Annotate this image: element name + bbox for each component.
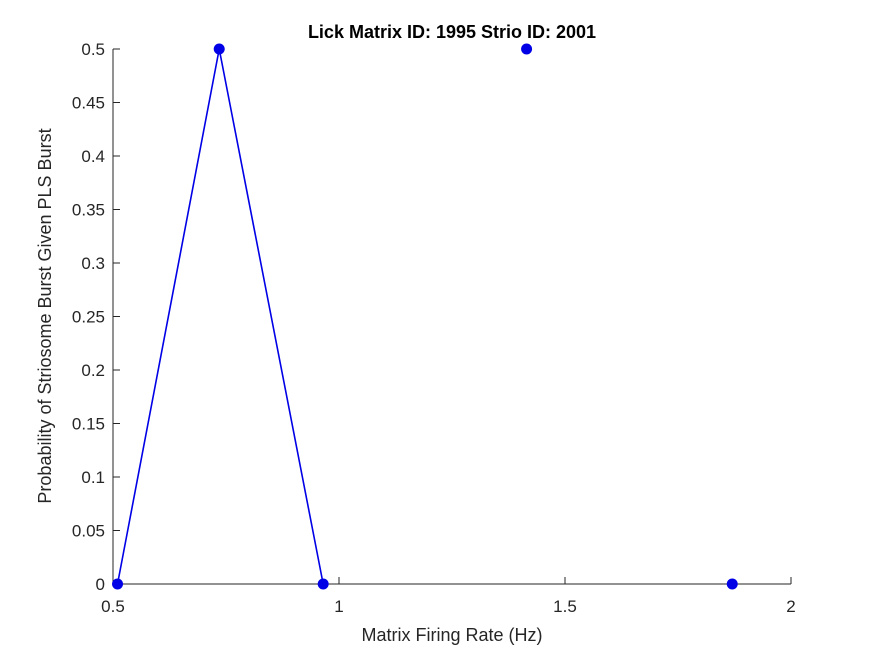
y-tick-label: 0.35 [72, 201, 105, 220]
x-tick-label: 2 [786, 597, 795, 616]
y-tick-label: 0.05 [72, 522, 105, 541]
x-axis-label: Matrix Firing Rate (Hz) [361, 625, 542, 645]
y-tick-label: 0.3 [81, 254, 105, 273]
y-tick-label: 0 [96, 575, 105, 594]
series-points [112, 43, 738, 590]
y-tick-label: 0.45 [72, 94, 105, 113]
data-point [521, 43, 533, 55]
y-tick-label: 0.4 [81, 147, 105, 166]
ticks: 0.5 1 1.5 2 0 0.05 0.1 0.15 0.2 0.25 0.3 0.35 0.4 0.4… [72, 40, 796, 616]
y-tick-label: 0.5 [81, 40, 105, 59]
y-tick-label: 0.2 [81, 361, 105, 380]
x-tick-label: 1 [334, 597, 343, 616]
chart-title: Lick Matrix ID: 1995 Strio ID: 2001 [308, 22, 596, 42]
y-axis-label: Probability of Striosome Burst Given PLS… [35, 128, 55, 503]
y-tick-label: 0.15 [72, 415, 105, 434]
data-point [726, 578, 738, 590]
data-point [317, 578, 329, 590]
y-tick-label: 0.25 [72, 308, 105, 327]
data-point [213, 43, 225, 55]
data-point [112, 578, 124, 590]
x-tick-label: 1.5 [553, 597, 577, 616]
x-tick-label: 0.5 [101, 597, 125, 616]
plot-background [113, 49, 791, 584]
y-tick-label: 0.1 [81, 468, 105, 487]
